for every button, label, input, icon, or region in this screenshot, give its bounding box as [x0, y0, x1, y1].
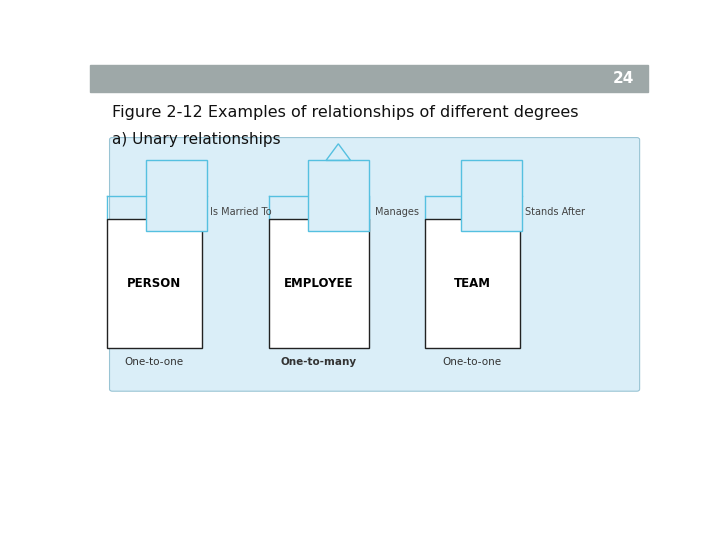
Text: Is Married To: Is Married To: [210, 207, 271, 218]
Text: TEAM: TEAM: [454, 276, 491, 289]
Text: a) Unary relationships: a) Unary relationships: [112, 132, 281, 147]
FancyBboxPatch shape: [109, 138, 639, 391]
Bar: [307, 160, 369, 231]
Bar: [461, 160, 523, 231]
Text: EMPLOYEE: EMPLOYEE: [284, 276, 354, 289]
Bar: [90, 65, 648, 92]
Text: Manages: Manages: [374, 207, 418, 218]
Bar: [107, 219, 202, 348]
Bar: [145, 160, 207, 231]
Text: PERSON: PERSON: [127, 276, 181, 289]
Bar: [269, 219, 369, 348]
Text: One-to-one: One-to-one: [125, 357, 184, 367]
Text: One-to-one: One-to-one: [443, 357, 502, 367]
Text: One-to-many: One-to-many: [281, 357, 357, 367]
Text: 24: 24: [613, 71, 634, 86]
Bar: [425, 219, 520, 348]
Text: Figure 2-12 Examples of relationships of different degrees: Figure 2-12 Examples of relationships of…: [112, 105, 579, 120]
Text: Stands After: Stands After: [526, 207, 585, 218]
